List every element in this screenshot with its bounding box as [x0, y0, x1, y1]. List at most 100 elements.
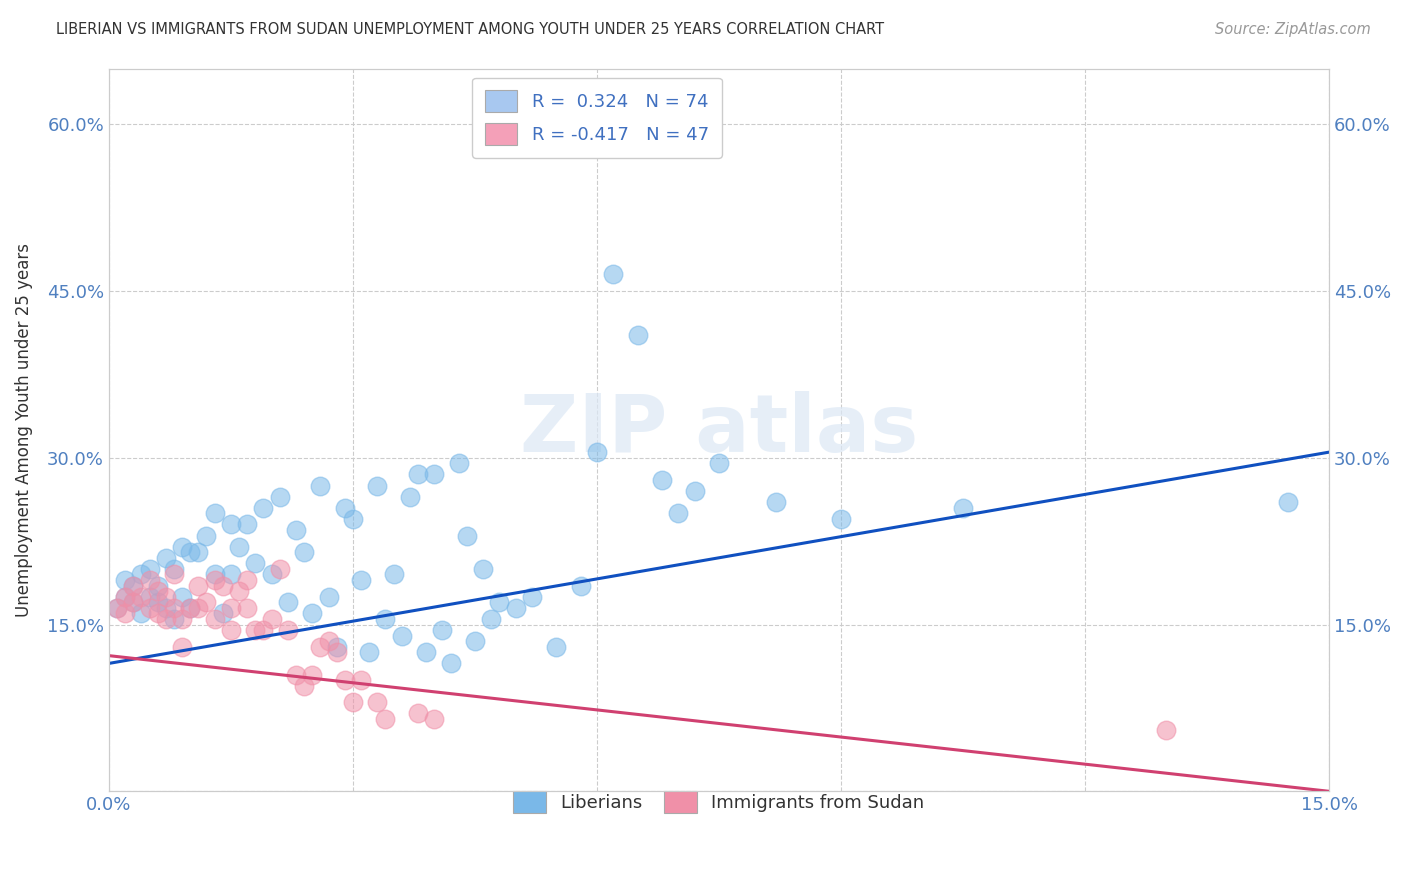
Point	[707, 456, 730, 470]
Point	[172, 540, 194, 554]
Point	[163, 562, 186, 576]
Point	[172, 612, 194, 626]
Point	[219, 517, 242, 532]
Point	[122, 595, 145, 609]
Point	[163, 600, 186, 615]
Point	[830, 512, 852, 526]
Point	[138, 600, 160, 615]
Point	[309, 478, 332, 492]
Point	[350, 673, 373, 687]
Point	[219, 567, 242, 582]
Point	[114, 590, 136, 604]
Point	[195, 528, 218, 542]
Point	[439, 657, 461, 671]
Point	[952, 500, 974, 515]
Point	[318, 634, 340, 648]
Point	[398, 490, 420, 504]
Point	[325, 645, 347, 659]
Point	[252, 623, 274, 637]
Point	[284, 667, 307, 681]
Point	[172, 590, 194, 604]
Point	[651, 473, 673, 487]
Point	[666, 506, 689, 520]
Point	[114, 607, 136, 621]
Point	[586, 445, 609, 459]
Point	[204, 567, 226, 582]
Point	[406, 467, 429, 482]
Text: ZIP atlas: ZIP atlas	[520, 391, 918, 469]
Point	[236, 517, 259, 532]
Point	[105, 600, 128, 615]
Point	[187, 578, 209, 592]
Point	[236, 573, 259, 587]
Point	[464, 634, 486, 648]
Point	[179, 545, 201, 559]
Point	[138, 562, 160, 576]
Point	[260, 612, 283, 626]
Text: Source: ZipAtlas.com: Source: ZipAtlas.com	[1215, 22, 1371, 37]
Point	[219, 600, 242, 615]
Point	[155, 600, 177, 615]
Point	[277, 595, 299, 609]
Point	[292, 679, 315, 693]
Point	[187, 545, 209, 559]
Point	[569, 578, 592, 592]
Point	[260, 567, 283, 582]
Point	[374, 612, 396, 626]
Point	[333, 500, 356, 515]
Point	[366, 478, 388, 492]
Point	[350, 573, 373, 587]
Point	[179, 600, 201, 615]
Point	[228, 540, 250, 554]
Point	[146, 584, 169, 599]
Point	[122, 595, 145, 609]
Point	[342, 512, 364, 526]
Point	[277, 623, 299, 637]
Point	[179, 600, 201, 615]
Point	[472, 562, 495, 576]
Point	[546, 640, 568, 654]
Point	[269, 562, 291, 576]
Point	[146, 607, 169, 621]
Point	[204, 573, 226, 587]
Point	[301, 667, 323, 681]
Point	[432, 623, 454, 637]
Point	[366, 695, 388, 709]
Point	[155, 550, 177, 565]
Point	[301, 607, 323, 621]
Point	[138, 590, 160, 604]
Point	[520, 590, 543, 604]
Point	[122, 578, 145, 592]
Point	[391, 629, 413, 643]
Point	[236, 600, 259, 615]
Point	[204, 506, 226, 520]
Point	[146, 595, 169, 609]
Point	[155, 612, 177, 626]
Point	[479, 612, 502, 626]
Point	[219, 623, 242, 637]
Text: LIBERIAN VS IMMIGRANTS FROM SUDAN UNEMPLOYMENT AMONG YOUTH UNDER 25 YEARS CORREL: LIBERIAN VS IMMIGRANTS FROM SUDAN UNEMPL…	[56, 22, 884, 37]
Point	[382, 567, 405, 582]
Point	[245, 557, 267, 571]
Point	[333, 673, 356, 687]
Point	[131, 567, 153, 582]
Point	[325, 640, 347, 654]
Point	[163, 612, 186, 626]
Y-axis label: Unemployment Among Youth under 25 years: Unemployment Among Youth under 25 years	[15, 243, 32, 617]
Point	[211, 578, 233, 592]
Point	[342, 695, 364, 709]
Point	[155, 590, 177, 604]
Point	[105, 600, 128, 615]
Point	[423, 712, 446, 726]
Point	[163, 567, 186, 582]
Point	[683, 484, 706, 499]
Point	[187, 600, 209, 615]
Point	[138, 573, 160, 587]
Point	[269, 490, 291, 504]
Point	[318, 590, 340, 604]
Point	[211, 607, 233, 621]
Point	[284, 523, 307, 537]
Point	[292, 545, 315, 559]
Point	[415, 645, 437, 659]
Point	[765, 495, 787, 509]
